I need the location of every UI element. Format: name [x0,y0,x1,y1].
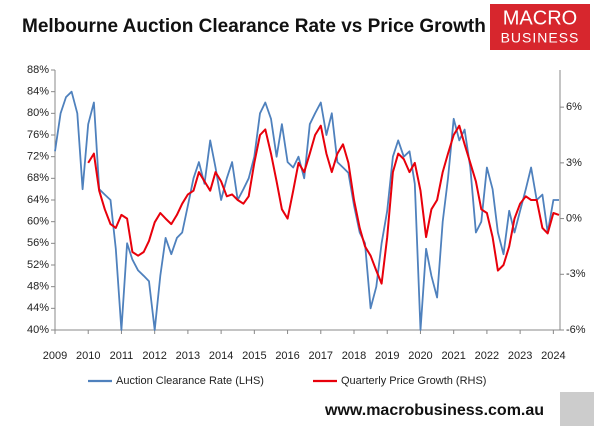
x-tick-label: 2013 [176,350,200,362]
y-tick-label: 56% [27,237,49,249]
y2-tick-label: 6% [566,101,582,113]
series-line [54,90,559,331]
logo-text: MACRO [503,7,577,29]
series-line [87,124,560,285]
y-tick-label: 68% [27,172,49,184]
y-tick-label: 48% [27,281,49,293]
legend-label: Auction Clearance Rate (LHS) [116,375,264,387]
legend-label: Quarterly Price Growth (RHS) [341,375,486,387]
x-tick-label: 2024 [541,350,565,362]
x-tick-label: 2014 [209,350,233,362]
chart-title: Melbourne Auction Clearance Rate vs Pric… [22,16,486,37]
x-tick-label: 2015 [242,350,266,362]
x-tick-label: 2021 [441,350,465,362]
logo-text: BUSINESS [501,30,580,46]
y-tick-label: 76% [27,129,49,141]
y-tick-label: 88% [27,64,49,76]
y2-tick-label: -6% [566,324,586,336]
y2-tick-label: 0% [566,212,582,224]
y-tick-label: 72% [27,151,49,163]
x-tick-label: 2016 [275,350,299,362]
y-tick-label: 52% [27,259,49,271]
y-tick-label: 60% [27,216,49,228]
y2-tick-label: -3% [566,268,586,280]
x-tick-label: 2017 [309,350,333,362]
x-tick-label: 2020 [408,350,432,362]
logo-box [490,4,590,50]
x-tick-label: 2019 [375,350,399,362]
y-tick-label: 84% [27,86,49,98]
x-tick-label: 2018 [342,350,366,362]
y-tick-label: 64% [27,194,49,206]
y-tick-label: 44% [27,302,49,314]
x-tick-label: 2011 [110,350,134,362]
y-tick-label: 80% [27,107,49,119]
footer: www.macrobusiness.com.au [324,402,544,419]
x-tick-label: 2022 [475,350,499,362]
x-tick-label: 2012 [142,350,166,362]
y2-tick-label: 3% [566,157,582,169]
x-tick-label: 2023 [508,350,532,362]
y-tick-label: 40% [27,324,49,336]
x-tick-label: 2010 [76,350,100,362]
x-tick-label: 2009 [43,350,67,362]
logo-icon [560,392,594,426]
